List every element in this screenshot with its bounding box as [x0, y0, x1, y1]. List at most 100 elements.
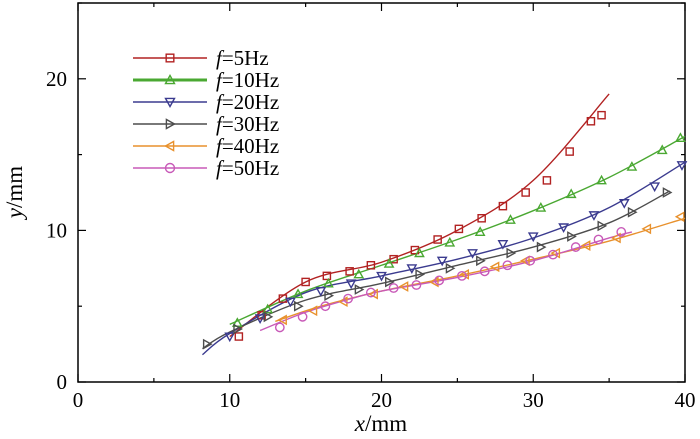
- legend-symbol: f: [216, 68, 225, 92]
- data-point: [674, 211, 685, 223]
- data-point: [224, 332, 236, 343]
- data-point: [588, 211, 600, 221]
- legend-frequency: =40Hz: [222, 134, 279, 158]
- legend-frequency: =20Hz: [222, 90, 279, 114]
- y-tick-label: 0: [57, 370, 68, 394]
- data-point: [445, 262, 456, 274]
- data-point: [525, 255, 536, 266]
- data-point: [565, 147, 574, 156]
- x-axis-label: x/mm: [354, 411, 407, 436]
- fit-line-6: [259, 231, 633, 332]
- legend-frequency: =10Hz: [222, 68, 279, 92]
- data-point: [388, 283, 399, 293]
- data-point: [376, 271, 387, 282]
- data-point: [263, 311, 274, 323]
- legend-frequency: =50Hz: [222, 156, 279, 180]
- data-point: [527, 232, 539, 243]
- data-point: [301, 277, 310, 287]
- data-point: [548, 249, 558, 260]
- x-tick-label: 20: [371, 388, 392, 412]
- data-point: [489, 261, 500, 273]
- y-axis-symbol: y: [2, 207, 27, 220]
- data-point: [202, 338, 213, 350]
- data-point: [285, 297, 296, 308]
- data-point: [596, 174, 607, 185]
- y-axis-unit: /mm: [2, 166, 27, 208]
- legend-label: f=20Hz: [216, 90, 279, 114]
- data-point: [649, 182, 661, 193]
- data-point: [354, 284, 365, 295]
- legend-symbol: f: [216, 90, 225, 114]
- data-point: [662, 187, 673, 198]
- data-point: [415, 268, 426, 280]
- legend-symbol: f: [216, 112, 225, 136]
- x-tick-label: 10: [219, 388, 240, 412]
- data-point: [398, 281, 409, 292]
- x-tick-label: 40: [675, 388, 696, 412]
- data-point: [297, 311, 308, 322]
- data-point: [436, 256, 448, 267]
- legend-marker: [164, 74, 176, 85]
- data-point: [597, 110, 606, 120]
- data-point: [322, 277, 334, 288]
- data-point: [627, 206, 638, 218]
- x-tick-label: 0: [73, 388, 84, 412]
- data-point: [366, 260, 376, 270]
- y-axis-label: y/mm: [2, 166, 27, 220]
- data-point: [433, 235, 442, 244]
- legend-frequency: =30Hz: [222, 112, 279, 136]
- data-point: [676, 161, 688, 171]
- data-point: [521, 188, 530, 197]
- data-point: [505, 214, 516, 224]
- legend-label: f=5Hz: [216, 46, 269, 70]
- data-point: [498, 201, 508, 211]
- data-point: [611, 232, 621, 244]
- data-point: [277, 314, 287, 326]
- data-point: [274, 322, 285, 333]
- data-point: [444, 236, 456, 247]
- data-point: [322, 271, 332, 281]
- axis-ticks: 0 10 20 30 40 0 10 20: [46, 2, 696, 412]
- data-point: [497, 239, 509, 250]
- data-point: [457, 270, 467, 281]
- y-tick-label: 20: [46, 67, 67, 91]
- data-point: [580, 240, 591, 251]
- data-point: [542, 176, 552, 185]
- data-point: [479, 266, 490, 277]
- data-point: [565, 188, 577, 199]
- data-points: [202, 110, 688, 350]
- legend-marker: [165, 118, 176, 130]
- data-point: [454, 224, 464, 234]
- data-point: [502, 260, 513, 271]
- legend-label: f=50Hz: [216, 156, 279, 180]
- legend-marker: [165, 53, 175, 63]
- legend-symbol: f: [216, 46, 225, 70]
- fit-line-2: [229, 135, 686, 326]
- data-point: [428, 276, 439, 288]
- data-point: [558, 223, 569, 234]
- data-point: [414, 247, 425, 258]
- data-point: [675, 132, 686, 142]
- legend-label: f=30Hz: [216, 112, 279, 136]
- data-point: [343, 293, 354, 304]
- data-point: [535, 202, 547, 212]
- data-point: [520, 255, 530, 267]
- y-tick-label: 10: [46, 218, 67, 242]
- data-point: [586, 116, 596, 126]
- data-point: [233, 323, 243, 335]
- data-point: [293, 300, 304, 312]
- data-point: [315, 286, 327, 297]
- data-point: [383, 258, 395, 268]
- data-point: [353, 268, 365, 279]
- data-point: [254, 314, 266, 324]
- data-point: [618, 199, 630, 209]
- data-point: [626, 161, 638, 171]
- plot-area: [77, 2, 686, 383]
- data-point: [570, 242, 581, 252]
- legend-marker: [164, 140, 175, 152]
- legend-label: f=40Hz: [216, 134, 279, 158]
- data-point: [389, 254, 398, 264]
- data-point: [597, 220, 608, 232]
- legend-symbol: f: [216, 134, 225, 158]
